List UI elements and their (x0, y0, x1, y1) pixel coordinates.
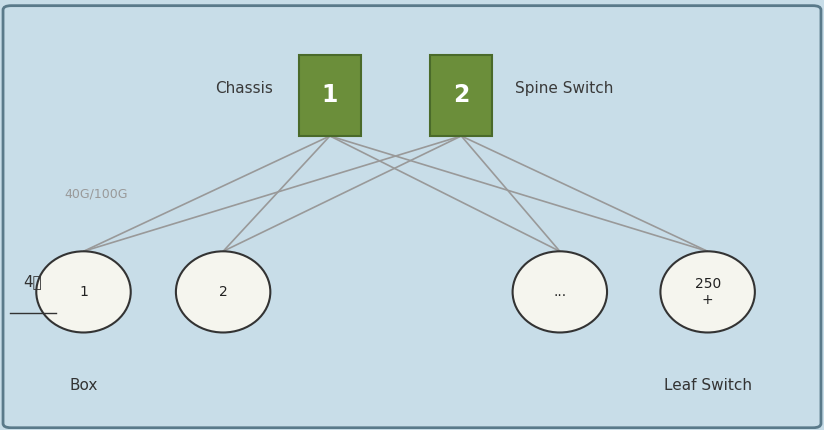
Text: 40G/100G: 40G/100G (64, 187, 128, 200)
Text: Chassis: Chassis (215, 81, 273, 96)
Text: 2: 2 (218, 285, 227, 299)
FancyBboxPatch shape (3, 6, 821, 428)
Ellipse shape (513, 251, 607, 332)
Ellipse shape (660, 251, 755, 332)
FancyBboxPatch shape (299, 55, 361, 136)
Ellipse shape (36, 251, 131, 332)
Text: Spine Switch: Spine Switch (515, 81, 613, 96)
Text: 1: 1 (79, 285, 88, 299)
Text: Leaf Switch: Leaf Switch (663, 378, 751, 393)
Text: 250
+: 250 + (695, 277, 721, 307)
Ellipse shape (176, 251, 270, 332)
Text: 1: 1 (321, 83, 338, 108)
Text: 2: 2 (453, 83, 470, 108)
Text: Box: Box (69, 378, 98, 393)
Text: 4上: 4上 (23, 274, 42, 289)
Text: ...: ... (553, 285, 566, 299)
FancyBboxPatch shape (430, 55, 492, 136)
